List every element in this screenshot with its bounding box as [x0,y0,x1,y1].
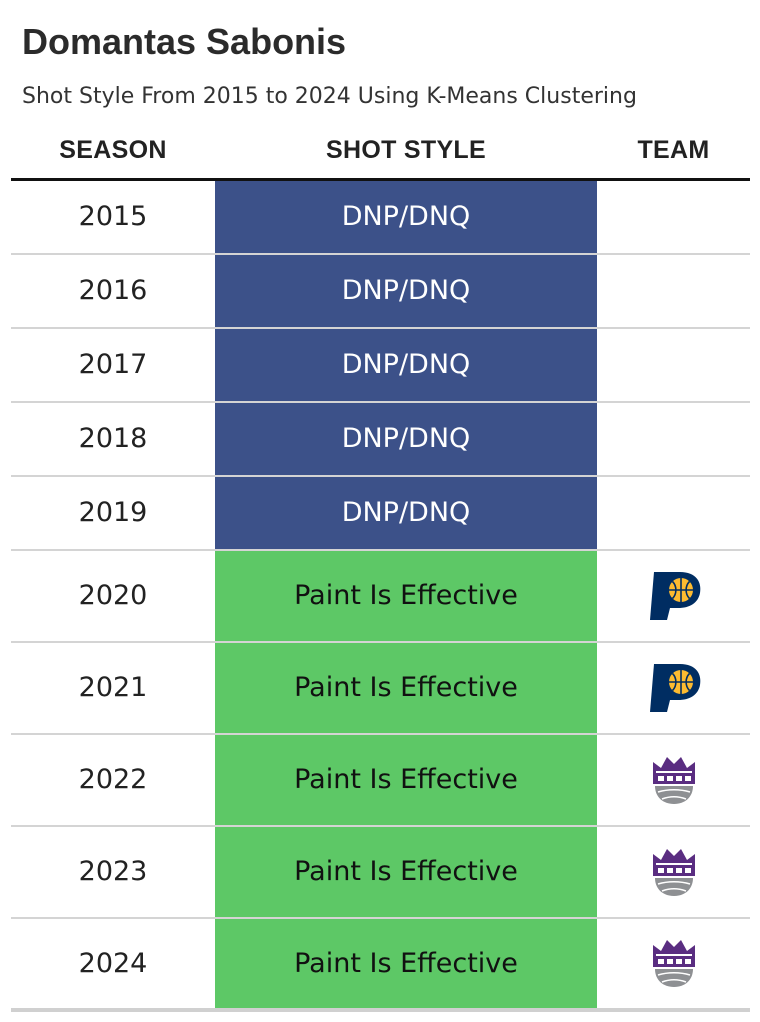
team-cell [597,327,750,403]
table-row: 2022 Paint Is Effective [11,733,750,827]
kings-logo-icon [652,940,695,987]
season-cell: 2018 [11,401,215,477]
pacers-logo-icon [649,663,700,712]
team-cell [597,825,750,919]
kings-logo-icon [652,756,695,804]
table-row: 2017 DNP/DNQ [11,327,750,403]
shot-style-table: SEASON SHOT STYLE TEAM 2015 DNP/DNQ 2016 DN… [11,122,750,1012]
header-shot-style: SHOT STYLE [215,122,597,181]
team-cell [597,253,750,329]
shot-style-cell: Paint Is Effective [215,549,597,643]
kings-logo-icon [652,848,695,896]
table-body: 2015 DNP/DNQ 2016 DNP/DNQ 2017 DNP/DNQ 2018 DNP… [11,179,750,1012]
shot-style-cell: DNP/DNQ [215,253,597,329]
header-season: SEASON [11,122,215,181]
team-cell [597,549,750,643]
team-cell [597,401,750,477]
shot-style-cell: DNP/DNQ [215,475,597,551]
shot-style-cell: Paint Is Effective [215,733,597,827]
table-row: 2023 Paint Is Effective [11,825,750,919]
season-cell: 2017 [11,327,215,403]
season-cell: 2020 [11,549,215,643]
season-cell: 2015 [11,179,215,255]
season-cell: 2019 [11,475,215,551]
table-row: 2024 Paint Is Effective [11,917,750,1012]
season-cell: 2022 [11,733,215,827]
team-cell [597,917,750,1012]
chart-subtitle: Shot Style From 2015 to 2024 Using K-Mea… [22,84,637,109]
shot-style-cell: Paint Is Effective [215,917,597,1012]
team-cell [597,475,750,551]
season-cell: 2021 [11,641,215,735]
chart-title: Domantas Sabonis [22,21,347,62]
shot-style-cell: DNP/DNQ [215,327,597,403]
table-row: 2021 Paint Is Effective [11,641,750,735]
season-cell: 2016 [11,253,215,329]
team-cell [597,179,750,255]
shot-style-cell: Paint Is Effective [215,641,597,735]
season-cell: 2023 [11,825,215,919]
season-cell: 2024 [11,917,215,1012]
team-cell [597,641,750,735]
table-header: SEASON SHOT STYLE TEAM [11,122,750,181]
table-row: 2020 Paint Is Effective [11,549,750,643]
pacers-logo-icon [649,571,700,620]
shot-style-cell: DNP/DNQ [215,401,597,477]
table-row: 2019 DNP/DNQ [11,475,750,551]
shot-style-cell: Paint Is Effective [215,825,597,919]
table-row: 2015 DNP/DNQ [11,179,750,255]
shot-style-cell: DNP/DNQ [215,179,597,255]
header-team: TEAM [597,122,750,181]
table-row: 2018 DNP/DNQ [11,401,750,477]
table-row: 2016 DNP/DNQ [11,253,750,329]
team-cell [597,733,750,827]
header-row: SEASON SHOT STYLE TEAM [11,122,750,181]
